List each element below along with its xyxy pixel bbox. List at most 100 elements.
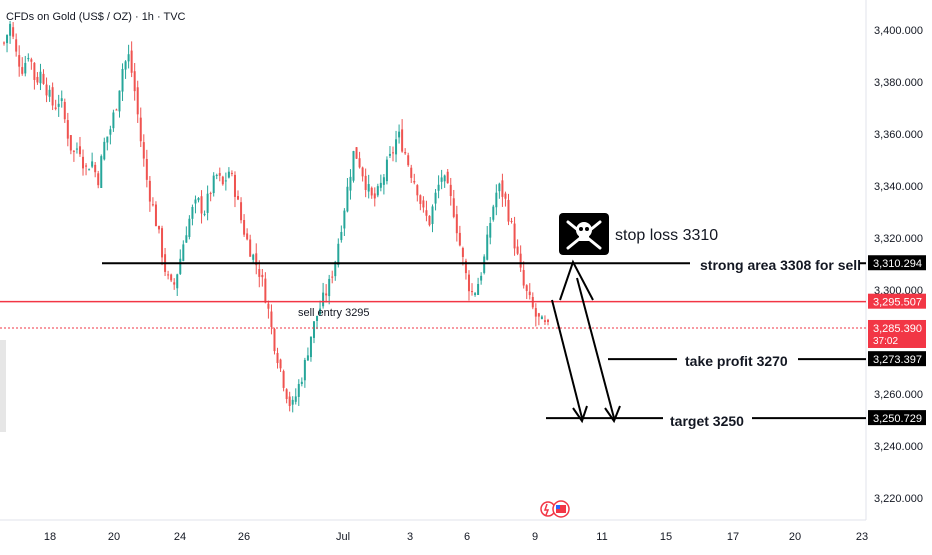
candle-body — [346, 186, 349, 212]
candle-body — [410, 167, 413, 178]
time-tick-label: 3 — [407, 531, 413, 543]
candle-body — [30, 59, 33, 62]
candle-body — [69, 135, 72, 151]
stop-loss-label: stop loss 3310 — [615, 227, 718, 244]
candle-body — [252, 254, 255, 260]
candle-body — [121, 68, 124, 92]
time-tick-label: 18 — [44, 531, 56, 543]
candle-body — [543, 320, 546, 322]
candle-body — [270, 311, 273, 327]
candle-body — [309, 336, 312, 358]
candle-body — [203, 213, 206, 215]
left-scroll-handle[interactable] — [0, 340, 6, 432]
time-tick-label: 15 — [660, 531, 672, 543]
candle-body — [154, 204, 157, 227]
candle-body — [492, 206, 495, 220]
time-tick-label: 6 — [464, 531, 470, 543]
candle-body — [461, 248, 464, 257]
price-badge-label: 3,250.729 — [873, 413, 922, 425]
candle-body — [191, 206, 194, 219]
candle-body — [255, 253, 258, 266]
candle-body — [249, 239, 252, 257]
candle-body — [349, 176, 352, 191]
candle-body — [547, 319, 549, 322]
candle-body — [416, 185, 419, 196]
countdown-label: 37:02 — [873, 336, 898, 347]
candle-body — [72, 150, 75, 152]
candle-body — [471, 291, 474, 293]
candle-body — [212, 175, 215, 194]
trade-arrows — [551, 259, 621, 424]
target-label: target 3250 — [670, 413, 744, 429]
candle-body — [297, 383, 300, 397]
candle-body — [300, 381, 303, 385]
candle-body — [182, 244, 185, 261]
candle-body — [364, 175, 367, 190]
candle-body — [118, 90, 121, 112]
candle-body — [82, 156, 85, 169]
candle-body — [486, 234, 489, 260]
candle-body — [273, 328, 276, 352]
candle-body — [306, 355, 309, 361]
candle-body — [376, 186, 379, 196]
price-badge — [868, 410, 926, 426]
candle-body — [392, 152, 395, 154]
time-tick-label: 9 — [532, 531, 538, 543]
candle-body — [261, 274, 264, 278]
candle-body — [130, 50, 133, 73]
candle-body — [139, 117, 142, 142]
candle-body — [489, 223, 492, 238]
candle-body — [276, 352, 279, 364]
candle-body — [170, 274, 173, 281]
candle-body — [373, 193, 376, 199]
candle-body — [495, 192, 498, 208]
candle-body — [218, 173, 221, 176]
candle-body — [215, 174, 218, 176]
candle-body — [428, 215, 431, 226]
price-badge-label: 3,285.390 — [873, 323, 922, 335]
candle-body — [3, 42, 5, 44]
candle-body — [294, 396, 297, 402]
candle-body — [246, 233, 249, 240]
chart-title: CFDs on Gold (US$ / OZ) · 1h · TVC — [6, 11, 186, 23]
candle-body — [407, 155, 410, 166]
candle-body — [522, 270, 525, 286]
candle-body — [319, 308, 322, 315]
candle-body — [370, 187, 373, 196]
price-badge — [868, 293, 926, 309]
flag-icon[interactable] — [552, 500, 570, 518]
price-badge — [868, 351, 926, 367]
candle-body — [528, 291, 531, 296]
candle-body — [355, 147, 358, 159]
candle-body — [148, 180, 151, 202]
candle-body — [157, 225, 160, 230]
candle-body — [112, 112, 115, 129]
time-tick-label: 20 — [789, 531, 801, 543]
candle-body — [100, 156, 103, 188]
candle-body — [455, 214, 458, 234]
candle-body — [224, 180, 227, 182]
candle-body — [385, 159, 388, 182]
price-tick-label: 3,340.000 — [874, 181, 923, 193]
candle-body — [534, 308, 537, 317]
candle-body — [9, 23, 12, 36]
candle-body — [142, 142, 145, 159]
candle-body — [240, 202, 243, 221]
candle-body — [36, 76, 39, 83]
candle-body — [18, 55, 21, 67]
price-tick-label: 3,400.000 — [874, 25, 923, 37]
candle-body — [115, 109, 118, 111]
candle-body — [209, 193, 212, 195]
candle-body — [464, 260, 467, 274]
candle-body — [516, 246, 519, 254]
candle-body — [85, 165, 88, 167]
candle-body — [136, 87, 139, 115]
candle-body — [328, 278, 331, 297]
candle-body — [358, 158, 361, 168]
candle-body — [39, 71, 42, 84]
candle-body — [167, 274, 170, 276]
candle-body — [291, 399, 294, 405]
